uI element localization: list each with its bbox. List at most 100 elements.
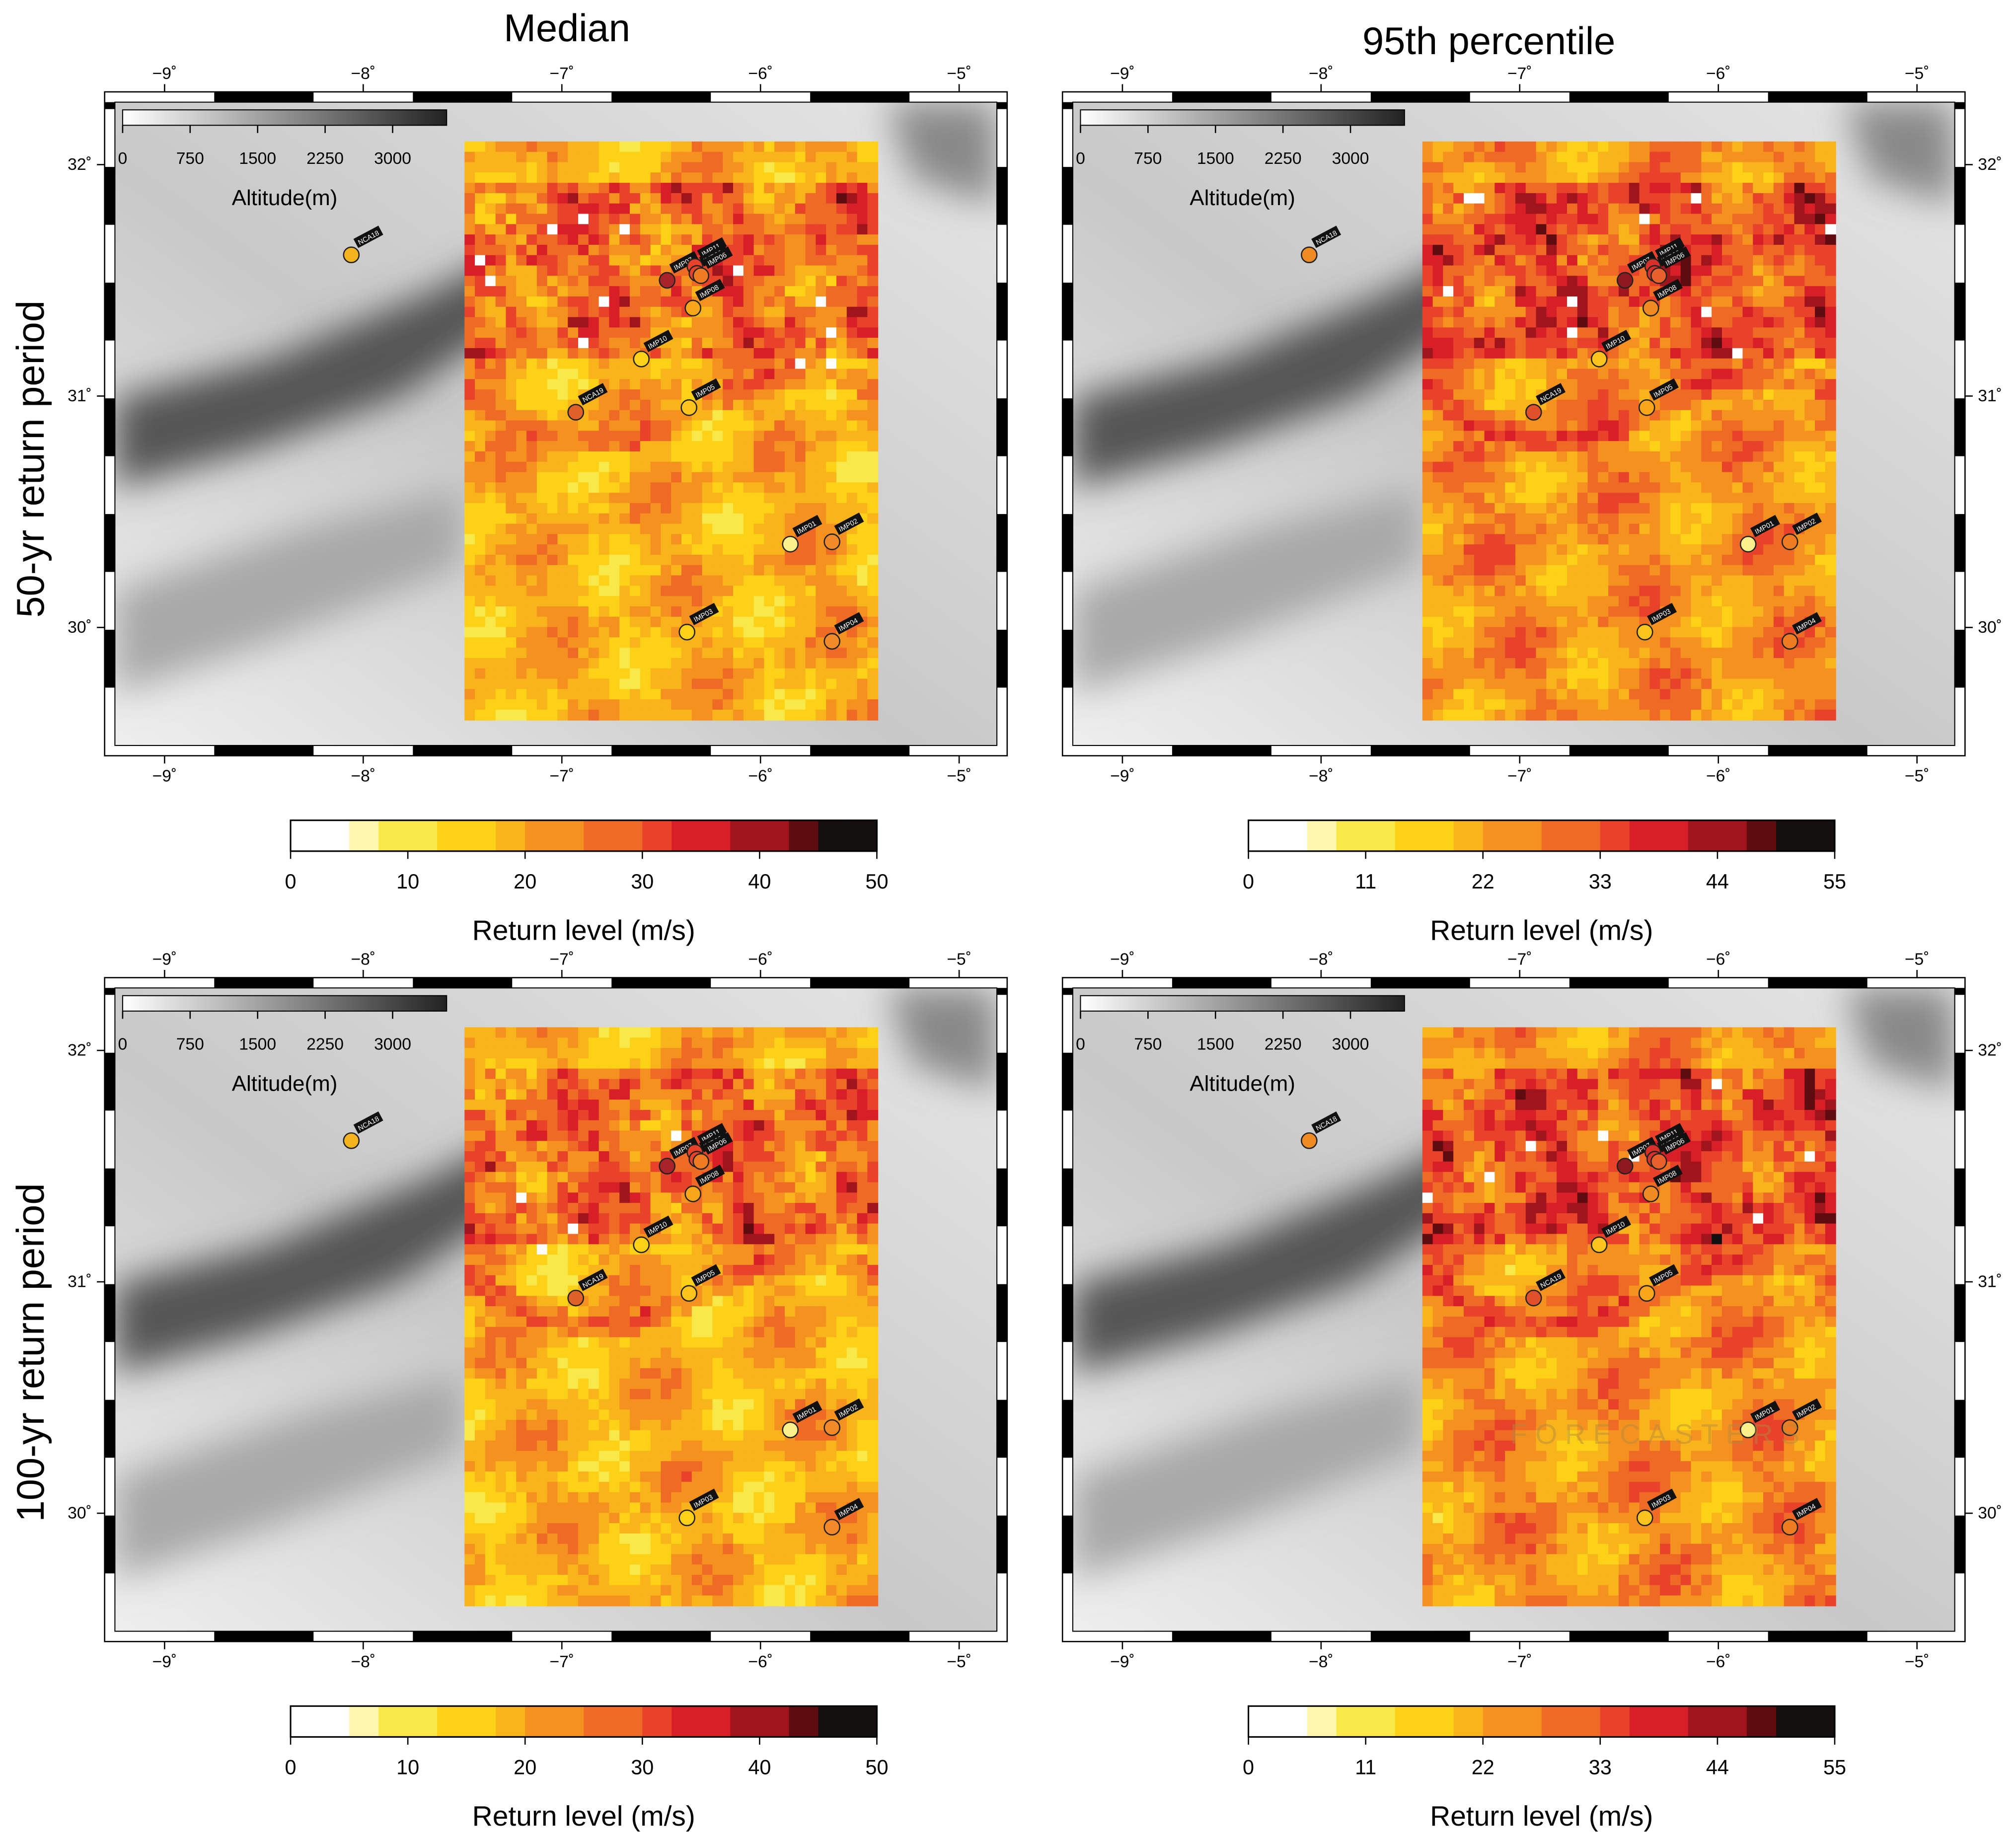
field-cell	[516, 234, 527, 245]
field-cell	[536, 358, 548, 369]
field-cell	[588, 203, 599, 215]
field-cell	[1639, 586, 1650, 597]
field-cell	[857, 348, 868, 359]
field-cell	[588, 255, 599, 266]
field-cell	[1732, 193, 1743, 204]
field-cell	[723, 523, 734, 535]
field-cell	[691, 658, 703, 669]
field-cell	[764, 151, 775, 163]
field-cell	[1567, 358, 1578, 369]
field-cell	[1432, 317, 1444, 328]
field-cell	[733, 627, 744, 638]
colorbar-cell	[525, 820, 555, 851]
field-cell	[816, 276, 827, 287]
field-cell	[753, 616, 765, 628]
field-cell	[1670, 441, 1681, 452]
field-cell	[1815, 224, 1826, 235]
field-cell	[826, 369, 837, 380]
field-cell	[598, 338, 610, 349]
field-cell	[1691, 441, 1702, 452]
field-cell	[598, 482, 610, 494]
field-cell	[1505, 513, 1516, 524]
field-cell	[1753, 183, 1764, 194]
field-cell	[1443, 193, 1454, 204]
field-cell	[536, 399, 548, 411]
field-cell	[671, 410, 682, 421]
field-cell	[1443, 637, 1454, 649]
field-cell	[568, 431, 579, 442]
field-cell	[578, 265, 589, 277]
field-cell	[495, 658, 507, 669]
field-cell	[1753, 420, 1764, 432]
station	[343, 246, 360, 264]
field-cell	[630, 224, 641, 235]
field-cell	[1691, 699, 1702, 711]
field-cell	[1629, 317, 1640, 328]
field-cell	[588, 183, 599, 194]
field-cell	[1773, 369, 1785, 380]
field-cell	[1701, 399, 1713, 411]
field-cell	[1484, 162, 1495, 173]
field-cell	[506, 193, 517, 204]
field-cell	[536, 534, 548, 545]
field-cell	[743, 224, 754, 235]
field-cell	[723, 668, 734, 679]
field-cell	[774, 399, 786, 411]
field-cell	[464, 1285, 476, 1297]
field-cell	[650, 286, 662, 297]
field-cell	[640, 575, 651, 587]
field-cell	[1484, 658, 1495, 669]
field-cell	[1484, 151, 1495, 163]
field-cell	[1598, 482, 1609, 494]
field-cell	[650, 317, 662, 328]
field-cell	[723, 172, 734, 184]
field-cell	[712, 472, 724, 483]
field-cell	[630, 286, 641, 297]
field-cell	[1453, 224, 1465, 235]
field-cell	[1525, 534, 1537, 545]
field-cell	[495, 1130, 507, 1142]
field-cell	[702, 544, 713, 555]
field-cell	[588, 348, 599, 359]
field-cell	[1784, 606, 1795, 617]
field-cell	[1587, 162, 1599, 173]
field-cell	[1567, 689, 1578, 700]
field-cell	[1773, 151, 1785, 163]
field-cell	[1598, 306, 1609, 318]
field-cell	[1515, 513, 1526, 524]
field-cell	[1536, 658, 1547, 669]
field-cell	[1505, 678, 1516, 690]
field-cell	[723, 709, 734, 721]
field-cell	[867, 203, 879, 215]
field-cell	[753, 183, 765, 194]
field-cell	[1712, 234, 1722, 245]
field-cell	[1598, 276, 1609, 287]
field-cell	[506, 451, 517, 462]
field-cell	[598, 306, 610, 318]
field-cell	[588, 420, 599, 432]
field-cell	[764, 379, 775, 390]
field-cell	[1753, 151, 1764, 163]
field-cell	[1618, 565, 1630, 576]
field-cell	[1804, 399, 1816, 411]
field-cell	[1546, 709, 1558, 721]
field-cell	[1443, 420, 1454, 432]
field-cell	[495, 461, 507, 473]
field-cell	[712, 709, 724, 721]
field-cell	[1567, 606, 1578, 617]
field-cell	[1608, 151, 1619, 163]
field-cell	[691, 214, 703, 225]
field-cell	[1649, 358, 1661, 369]
field-cell	[1763, 586, 1774, 597]
field-cell	[1536, 523, 1547, 535]
field-cell	[1629, 699, 1640, 711]
field-cell	[1474, 565, 1485, 576]
field-cell	[588, 606, 599, 617]
field-cell	[1463, 327, 1475, 339]
field-cell	[661, 162, 672, 173]
field-cell	[1515, 606, 1526, 617]
field-cell	[1712, 513, 1722, 524]
field-cell	[1515, 503, 1526, 514]
field-cell	[1753, 348, 1764, 359]
field-cell	[764, 441, 775, 452]
